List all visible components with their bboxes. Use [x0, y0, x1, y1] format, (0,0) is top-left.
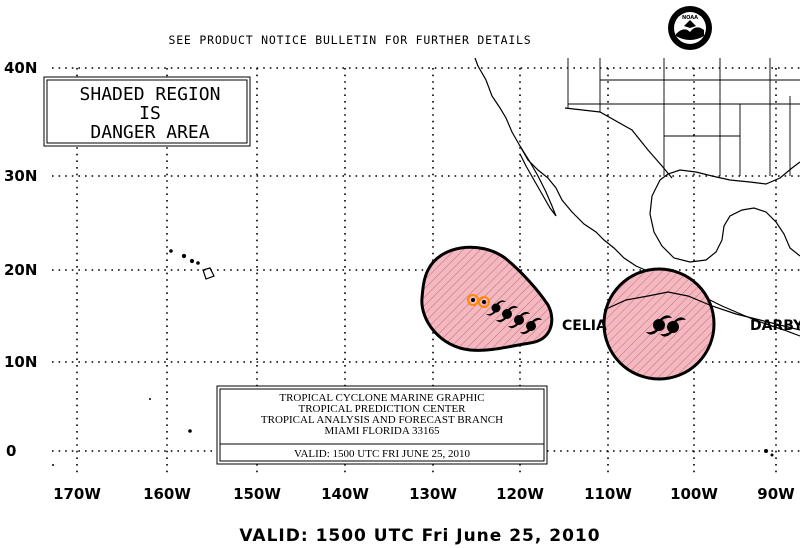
legend-line-3: DANGER AREA — [90, 122, 209, 143]
lon-label-100w: 100W — [670, 485, 718, 503]
footer-valid-time: VALID: 1500 UTC Fri June 25, 2010 — [239, 526, 600, 546]
darby-track — [646, 315, 686, 337]
hurricane-symbol — [496, 305, 518, 323]
info-line-3: TROPICAL ANALYSIS AND FORECAST BRANCH — [261, 414, 503, 426]
legend-line-1: SHADED REGION — [80, 84, 221, 105]
storm-label-celia: CELIA — [562, 318, 607, 334]
hurricane-symbol — [646, 315, 672, 335]
celia-track — [467, 294, 542, 335]
forecast-position-marker — [478, 296, 490, 308]
info-valid-line: VALID: 1500 UTC FRI JUNE 25, 2010 — [294, 448, 471, 460]
storm-label-darby: DARBY — [750, 318, 800, 334]
notice-text: SEE PRODUCT NOTICE BULLETIN FOR FURTHER … — [168, 33, 531, 47]
forecast-position-marker — [467, 294, 479, 306]
legend-line-2: IS — [139, 103, 161, 124]
hurricane-symbol — [508, 311, 530, 329]
lon-label-110w: 110W — [584, 485, 632, 503]
land-outlines — [474, 57, 800, 337]
noaa-logo: NOAA — [668, 6, 712, 50]
lon-label-140w: 140W — [321, 485, 369, 503]
hurricane-symbol — [486, 300, 506, 316]
lon-label-130w: 130W — [409, 485, 457, 503]
lat-label-10n: 10N — [4, 353, 37, 371]
lat-label-20n: 20N — [4, 261, 37, 279]
us-mexico-border — [564, 107, 673, 179]
info-line-1: TROPICAL CYCLONE MARINE GRAPHIC — [279, 392, 484, 404]
lat-label-40n: 40N — [4, 59, 37, 77]
gulf-of-mexico-coast — [649, 161, 800, 263]
lon-label-170w: 170W — [53, 485, 101, 503]
info-line-4: MIAMI FLORIDA 33165 — [325, 425, 440, 437]
hurricane-symbol — [660, 317, 686, 337]
lon-label-120w: 120W — [496, 485, 544, 503]
state-boundaries — [567, 58, 800, 176]
hawaiian-islands — [169, 249, 215, 280]
north-america-coast — [474, 57, 800, 337]
darby-coast-overlay — [603, 291, 800, 331]
lon-label-150w: 150W — [233, 485, 281, 503]
danger-area-legend: SHADED REGION IS DANGER AREA — [43, 76, 251, 147]
longitude-labels: 170W 160W 150W 140W 130W 120W 110W 100W … — [53, 485, 795, 503]
latitude-labels: 40N 30N 20N 10N 0 — [4, 59, 37, 460]
small-islands — [52, 398, 774, 466]
info-line-2: TROPICAL PREDICTION CENTER — [298, 403, 466, 415]
hurricane-symbol — [520, 317, 542, 335]
logo-text: NOAA — [682, 15, 698, 21]
lat-label-0: 0 — [6, 442, 16, 460]
product-info-box: TROPICAL CYCLONE MARINE GRAPHIC TROPICAL… — [216, 385, 548, 465]
lat-label-30n: 30N — [4, 167, 37, 185]
lon-label-160w: 160W — [143, 485, 191, 503]
lon-label-90w: 90W — [757, 485, 795, 503]
baja-california — [519, 145, 557, 217]
